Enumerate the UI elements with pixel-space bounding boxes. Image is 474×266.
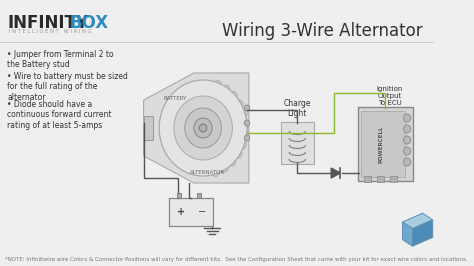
Circle shape <box>222 85 230 94</box>
Circle shape <box>194 118 212 138</box>
Text: • Diode should have a
continuous forward current
rating of at least 5-amps: • Diode should have a continuous forward… <box>7 100 112 130</box>
Text: BOX: BOX <box>70 14 109 32</box>
Circle shape <box>229 92 237 101</box>
Circle shape <box>200 124 207 132</box>
Circle shape <box>185 108 221 148</box>
Circle shape <box>238 140 246 149</box>
Text: *NOTE: Infinitiwire wire Colors & Connector Positions will vary for different ki: *NOTE: Infinitiwire wire Colors & Connec… <box>5 257 467 262</box>
Text: INFINITY: INFINITY <box>7 14 88 32</box>
Text: • Jumper from Terminal 2 to
the Battery stud: • Jumper from Terminal 2 to the Battery … <box>7 50 114 69</box>
Text: BATTERY: BATTERY <box>164 95 187 101</box>
Circle shape <box>403 147 411 155</box>
Circle shape <box>220 163 228 172</box>
Text: +: + <box>177 207 185 217</box>
Bar <box>390 176 397 182</box>
Polygon shape <box>144 73 249 183</box>
Text: • Wire to battery must be sized
for the full rating of the
alternator: • Wire to battery must be sized for the … <box>7 72 128 102</box>
Bar <box>176 193 181 198</box>
Text: Wiring 3-Wire Alternator: Wiring 3-Wire Alternator <box>222 22 423 40</box>
Text: −: − <box>198 207 206 217</box>
Circle shape <box>228 157 236 166</box>
Polygon shape <box>402 213 433 228</box>
Text: Charge
Light: Charge Light <box>283 99 311 118</box>
Polygon shape <box>331 168 340 178</box>
Circle shape <box>241 130 249 139</box>
FancyBboxPatch shape <box>169 198 213 226</box>
Circle shape <box>244 120 250 126</box>
Circle shape <box>211 168 219 176</box>
Bar <box>377 176 384 182</box>
Text: POWERCELL: POWERCELL <box>378 125 383 163</box>
Polygon shape <box>412 220 433 246</box>
Bar <box>197 193 201 198</box>
Circle shape <box>403 136 411 144</box>
Circle shape <box>159 80 247 176</box>
Circle shape <box>403 114 411 122</box>
Circle shape <box>239 109 247 118</box>
Circle shape <box>244 135 250 141</box>
Circle shape <box>174 96 232 160</box>
FancyBboxPatch shape <box>281 122 314 164</box>
FancyBboxPatch shape <box>358 107 412 181</box>
Circle shape <box>235 100 243 109</box>
Circle shape <box>234 149 242 158</box>
FancyBboxPatch shape <box>361 111 405 177</box>
Polygon shape <box>402 222 412 246</box>
Bar <box>364 176 372 182</box>
Polygon shape <box>144 116 153 140</box>
Circle shape <box>244 105 250 111</box>
Circle shape <box>403 125 411 133</box>
Circle shape <box>241 119 249 128</box>
Text: Ignition
Output
To ECU: Ignition Output To ECU <box>376 86 403 106</box>
Text: ALTERNATOR: ALTERNATOR <box>190 170 225 175</box>
Text: I N T E L L I G E N T   W I R I N G: I N T E L L I G E N T W I R I N G <box>9 29 91 34</box>
Circle shape <box>213 80 221 89</box>
Circle shape <box>403 158 411 166</box>
